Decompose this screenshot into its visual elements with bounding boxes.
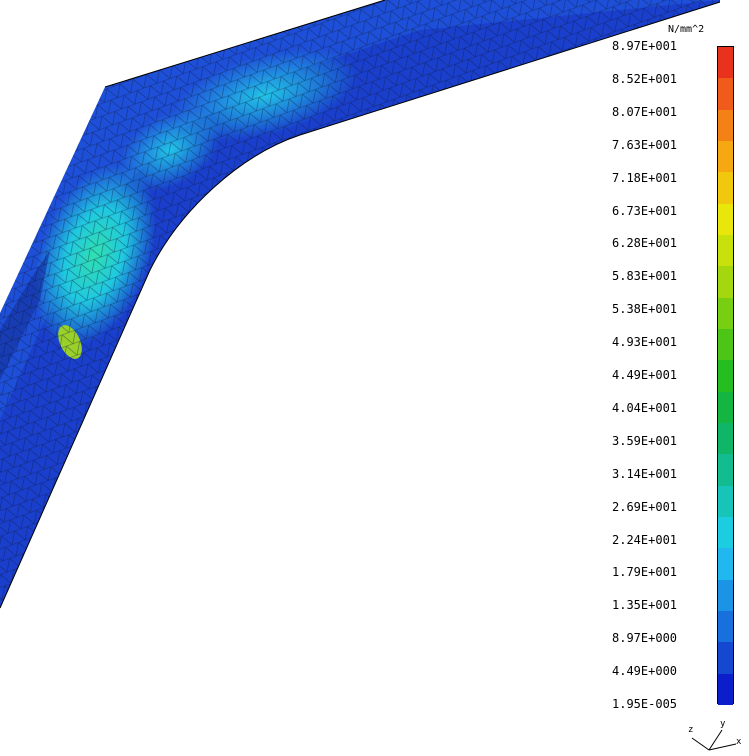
legend-color-segment <box>718 203 733 236</box>
legend-tick-label: 8.07E+001 <box>612 104 678 119</box>
part-outline <box>0 0 721 609</box>
legend-tick-label: 8.52E+001 <box>612 71 678 86</box>
legend-tick-label: 2.24E+001 <box>612 532 678 547</box>
legend-color-segment <box>718 297 733 330</box>
legend-unit: N/mm^2 <box>668 24 705 35</box>
legend-color-segment <box>718 78 733 111</box>
legend-color-segment <box>718 423 733 455</box>
legend-tick-label: 4.93E+001 <box>612 335 678 350</box>
legend-tick-label: 1.95E-005 <box>612 697 678 711</box>
legend-tick-label: 3.14E+001 <box>612 466 678 481</box>
legend-tick-label: 7.18E+001 <box>612 170 678 185</box>
legend-color-segment <box>718 47 733 79</box>
legend-color-segment <box>718 172 733 205</box>
legend-color-segment <box>718 141 733 173</box>
legend-tick-label: 1.35E+001 <box>612 598 678 613</box>
legend-tick-label: 2.69E+001 <box>612 499 678 514</box>
legend-color-segment <box>718 642 733 675</box>
legend-color-segment <box>718 517 733 549</box>
legend-tick-label: 1.79E+001 <box>612 565 678 580</box>
legend-color-segment <box>718 360 733 393</box>
legend-tick-label: 4.49E+000 <box>612 664 678 679</box>
legend-tick-label: 6.73E+001 <box>612 203 678 218</box>
legend-tick-label: 8.97E+000 <box>612 631 678 646</box>
legend-tick-label: 3.59E+001 <box>612 433 678 448</box>
legend-color-segment <box>718 548 733 581</box>
legend-color-segment <box>718 391 733 424</box>
legend-color-segment <box>718 235 733 267</box>
legend-tick-label: 4.49E+001 <box>612 368 678 382</box>
legend-tick-label: 8.97E+001 <box>612 39 678 53</box>
legend-tick-label: 7.63E+001 <box>612 137 678 152</box>
legend-tick-label: 5.38E+001 <box>612 302 678 317</box>
legend-color-segment <box>718 673 733 706</box>
legend-tick-label: 4.04E+001 <box>612 400 678 415</box>
legend-color-segment <box>718 454 733 487</box>
axis-x-label: x <box>736 737 742 747</box>
axis-y-label: y <box>720 719 726 729</box>
legend-tick-label: 6.28E+001 <box>612 236 678 251</box>
legend-tick-label: 5.83E+001 <box>612 269 678 284</box>
legend-color-segment <box>718 579 733 612</box>
legend-color-segment <box>718 485 733 518</box>
axis-z-label: z <box>688 725 693 735</box>
axis-triad-icon: z y x <box>688 719 742 751</box>
legend-color-segment <box>718 329 733 361</box>
legend-color-segment <box>718 611 733 643</box>
legend-color-segment <box>718 109 733 142</box>
legend-colorbar <box>717 46 734 706</box>
legend-color-segment <box>718 266 733 299</box>
